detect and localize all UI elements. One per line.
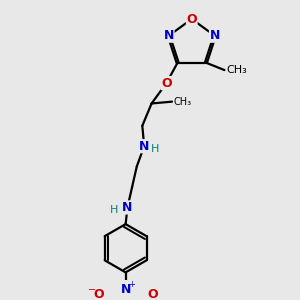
Text: H: H	[110, 205, 119, 215]
Text: O: O	[186, 13, 197, 26]
Text: +: +	[128, 280, 135, 289]
Text: N: N	[164, 29, 174, 42]
Text: O: O	[161, 76, 172, 90]
Text: H: H	[151, 144, 160, 154]
Text: CH₃: CH₃	[226, 65, 247, 75]
Text: CH₃: CH₃	[174, 97, 192, 106]
Text: O: O	[93, 288, 104, 300]
Text: −: −	[88, 285, 96, 295]
Text: O: O	[147, 288, 158, 300]
Text: N: N	[139, 140, 149, 153]
Text: N: N	[120, 283, 131, 296]
Text: N: N	[122, 201, 133, 214]
Text: N: N	[209, 29, 220, 42]
